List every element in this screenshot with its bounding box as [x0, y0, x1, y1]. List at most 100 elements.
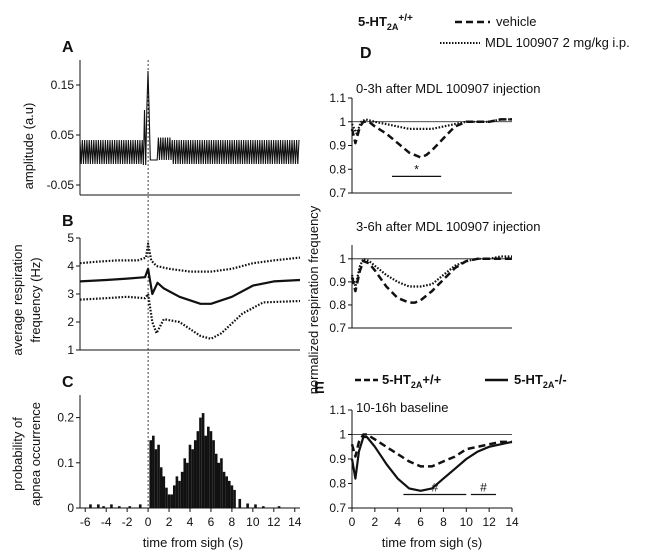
legend-e-ko-sub: 2A [543, 380, 555, 390]
paneld-sig-marker-0: * [414, 162, 419, 176]
paneld2-ytick-label-2: 0.8 [329, 298, 346, 312]
panel-a-trace-line [79, 70, 300, 166]
panel-c-bar-26 [199, 417, 202, 508]
paneld-ytick-label-4: 0.7 [329, 186, 346, 200]
panel-c-bar-7 [149, 440, 153, 508]
panel-c-ylabel-line2: apnea occurrence [28, 402, 43, 506]
panel-c-bar-33 [217, 462, 221, 508]
panel-d-top: 1.1 1 0.9 0.8 0.7 * [329, 91, 512, 200]
panele-ytick-label-0: 1.1 [329, 403, 346, 417]
legend-genotype-sup: +/+ [398, 13, 413, 24]
panel-b-ylabel-line2: frequency (Hz) [28, 257, 43, 342]
panel-c-bar-10 [157, 444, 160, 508]
panel-c-bar-24 [193, 440, 197, 508]
panel-b-ytick-label-2: 3 [67, 287, 74, 301]
panel-a-ylabel: amplitude (a.u) [21, 103, 36, 190]
panel-c-bar-42 [254, 504, 257, 508]
panel-c-bar-18 [178, 480, 181, 508]
panel-c-bar-44 [277, 506, 281, 508]
panel-c-bar-20 [183, 458, 187, 508]
panel-c-xtick-label-6: 6 [208, 515, 215, 529]
legend-e-ko-sup: -/- [554, 372, 566, 387]
panel-b-ytick-label-0: 5 [67, 231, 74, 245]
panel-e: 1.1 1 0.9 0.8 0.7 # #0 2 4 6 8 10 12 14 [329, 403, 519, 529]
panel-c-xtick-label-1: -4 [101, 515, 112, 529]
panel-c-bar-4 [117, 506, 121, 508]
panel-e-title: 10-16h baseline [356, 400, 449, 415]
panele-xtick-label-1: 2 [372, 515, 379, 529]
panel-b-ytick-label-4: 1 [67, 343, 74, 357]
paneld2-ytick-label-0: 1 [339, 252, 346, 266]
paneld2-series-1 [350, 255, 512, 288]
paneld-ytick-label-1: 1 [339, 115, 346, 129]
panel-c-bar-8 [152, 435, 155, 508]
panel-c-bar-25 [196, 431, 200, 508]
legend-e-wt-sub: 2A [411, 380, 423, 390]
panele-xtick-label-2: 4 [394, 515, 401, 529]
right-xlabel: time from sigh (s) [382, 535, 482, 550]
panel-b-ytick-label-3: 2 [67, 315, 74, 329]
panel-b-frequency: 5 4 3 2 1 [67, 231, 301, 357]
panel-e-legend: 5-HT2A+/+ 5-HT2A-/- [355, 372, 567, 390]
svg-text:5-HT2A+/+: 5-HT2A+/+ [382, 372, 442, 390]
panel-c-ytick-label-1: 0.1 [57, 456, 74, 470]
legend-e-ko: 5-HT [514, 372, 543, 387]
panel-c-bar-0 [89, 504, 92, 508]
panel-b-ytick-label-1: 4 [67, 259, 74, 273]
paneld2-ytick-label-3: 0.7 [329, 321, 346, 335]
paneld2-ytick-label-1: 0.9 [329, 275, 346, 289]
panel-letter-a: A [62, 39, 74, 56]
panel-c-bar-5 [128, 506, 132, 508]
panel-c-bar-16 [172, 485, 176, 508]
panel-c-bar-14 [167, 494, 171, 508]
legend-e-wt-sup: +/+ [422, 372, 441, 387]
panele-xtick-label-4: 8 [440, 515, 447, 529]
panel-letter-d: D [360, 45, 372, 62]
panel-c-bar-21 [186, 462, 189, 508]
panele-xtick-label-6: 12 [482, 515, 496, 529]
panel-d-bottom: 1 0.9 0.8 0.7 [329, 245, 512, 335]
panel-c-bar-34 [220, 458, 223, 508]
paneld-ytick-label-0: 1.1 [329, 91, 346, 105]
panel-c-bar-36 [225, 476, 228, 508]
panel-c-bar-12 [162, 476, 166, 508]
panel-c-ytick-label-0: 0.2 [57, 411, 74, 425]
panel-c-bar-30 [209, 431, 213, 508]
panel-c-bar-28 [204, 435, 208, 508]
paneld-series-1 [351, 118, 512, 135]
legend-genotype: 5-HT [358, 14, 387, 29]
panele-xtick-label-7: 14 [505, 515, 519, 529]
panel-c-ylabel-line1: probability of [10, 417, 25, 491]
panel-c-ytick-label-2: 0 [67, 501, 74, 515]
panel-letter-c: C [62, 374, 74, 391]
panel-c-histogram: 0.20.10-6 -4 -2 0 2 4 6 8 10 12 14 [57, 395, 302, 529]
panel-b-series-1 [79, 267, 301, 305]
panel-a-ytick-label-2: -0.05 [47, 178, 75, 192]
legend-vehicle-label: vehicle [496, 14, 536, 29]
panel-c-bar-27 [201, 413, 205, 508]
paneld-ytick-label-2: 0.9 [329, 139, 346, 153]
panele-xtick-label-5: 10 [460, 515, 474, 529]
panel-letter-b: B [62, 213, 74, 230]
panel-c-xtick-label-2: -2 [122, 515, 133, 529]
panel-c-xtick-label-10: 14 [288, 515, 302, 529]
panel-c-xtick-label-4: 2 [166, 515, 173, 529]
panel-c-xtick-label-8: 10 [246, 515, 260, 529]
panel-c-bar-17 [175, 476, 179, 508]
top-legend: 5-HT2A+/+ vehicle MDL 100907 2 mg/kg i.p… [358, 13, 630, 50]
panel-c-bar-2 [102, 506, 105, 508]
panel-c-xtick-label-0: -6 [80, 515, 91, 529]
panel-d-top-title: 0-3h after MDL 100907 injection [356, 81, 541, 96]
panel-c-bar-32 [214, 453, 218, 508]
paneld-series-0 [350, 118, 512, 159]
panel-b-ylabel-line1: average respiration [10, 244, 25, 355]
legend-genotype-sub: 2A [387, 22, 399, 32]
panel-c-bar-23 [191, 449, 194, 508]
panel-c-bar-38 [230, 485, 234, 508]
panel-b-series-2 [79, 292, 301, 340]
panel-a-trace: 0.15 0.05 -0.05 [47, 60, 300, 196]
panel-a-ytick-label-0: 0.15 [51, 78, 75, 92]
legend-mdl-label: MDL 100907 2 mg/kg i.p. [485, 35, 630, 50]
panel-c-bar-41 [246, 503, 249, 508]
